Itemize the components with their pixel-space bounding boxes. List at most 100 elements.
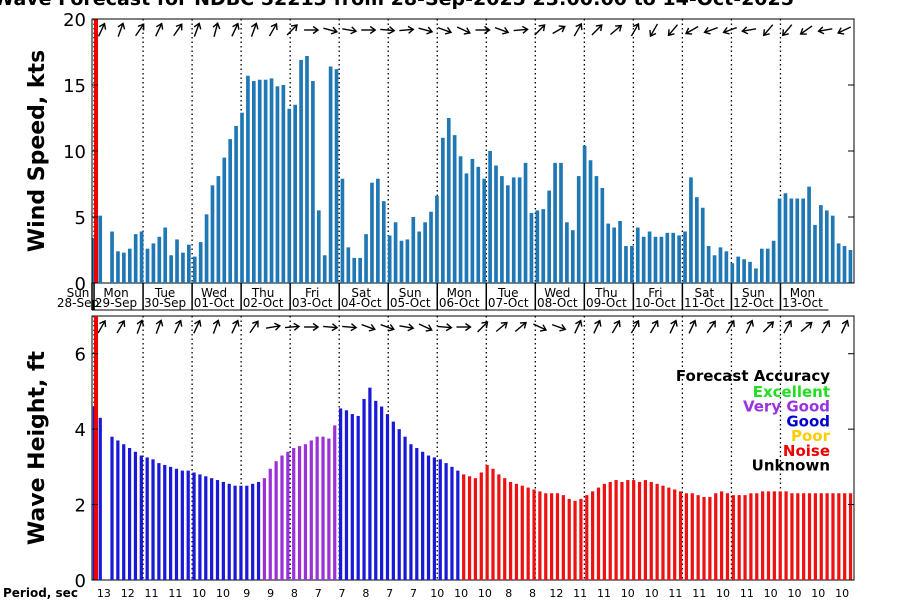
wave-bar xyxy=(778,491,782,580)
wind-bar xyxy=(263,79,268,283)
wave-bar xyxy=(450,466,454,580)
wind-bar xyxy=(824,210,829,283)
period-value: 10 xyxy=(478,587,492,600)
chart-title: & Wave Forecast for NDBC 52213 from 28-S… xyxy=(0,0,794,10)
wind-bar xyxy=(547,190,551,283)
wind-arrow-icon xyxy=(494,26,510,35)
wind-bar xyxy=(441,137,445,283)
wave-bar xyxy=(503,478,507,580)
wind-bar xyxy=(630,246,634,283)
wind-bar xyxy=(759,248,764,283)
wind-bar xyxy=(730,263,735,283)
wind-bar xyxy=(500,176,504,283)
day-weekday: Tue xyxy=(154,286,176,300)
wind-bar xyxy=(192,256,197,283)
wave-bar xyxy=(421,451,425,580)
wind-bar xyxy=(275,86,280,283)
wave-bar xyxy=(755,493,759,580)
wind-bar xyxy=(145,248,150,283)
wave-bar xyxy=(696,495,700,580)
wind-bar xyxy=(328,66,333,284)
wave-bar xyxy=(643,480,648,580)
wind-bar xyxy=(116,251,120,283)
wind-y-axis: 0 5 10 15 20 xyxy=(63,10,854,295)
wind-bar xyxy=(299,59,303,283)
wave-bar xyxy=(725,493,730,580)
wave-bar xyxy=(110,436,114,580)
wave-bar xyxy=(280,455,284,580)
wave-bar xyxy=(362,398,366,580)
wave-arrow-icon xyxy=(706,320,716,334)
period-value: 10 xyxy=(430,587,444,600)
wind-bar xyxy=(848,250,853,283)
period-value: 12 xyxy=(549,587,563,600)
wind-arrow-icon xyxy=(610,24,623,36)
wind-bar xyxy=(689,177,693,283)
wind-bar xyxy=(647,231,652,283)
period-value: 11 xyxy=(668,587,682,600)
wind-direction-arrows xyxy=(97,22,852,38)
wave-bar xyxy=(385,414,390,580)
day-date: 02-Oct xyxy=(243,296,284,310)
wind-bar xyxy=(139,231,144,283)
period-value: 7 xyxy=(386,587,393,600)
wave-bar xyxy=(467,476,472,580)
period-value: 12 xyxy=(121,587,135,600)
wave-bar xyxy=(333,425,337,580)
wave-bar xyxy=(520,485,524,580)
wave-bar xyxy=(215,480,220,580)
wave-arrow-icon xyxy=(840,319,850,334)
wind-bar xyxy=(706,246,711,283)
wind-bar xyxy=(535,210,540,283)
wind-bar xyxy=(570,230,575,283)
day-weekday: Mon xyxy=(447,286,472,300)
day-weekday: Sun xyxy=(742,286,765,300)
wave-bar xyxy=(327,438,331,580)
ytick-label: 15 xyxy=(63,76,86,97)
wave-arrow-icon xyxy=(762,321,775,333)
wave-arrow-icon xyxy=(284,322,301,331)
wave-bar xyxy=(462,474,466,580)
wave-bar xyxy=(163,464,167,580)
wave-bar xyxy=(684,493,689,580)
wave-arrow-icon xyxy=(630,319,640,334)
wave-arrow-icon xyxy=(783,319,793,334)
wave-bar xyxy=(303,444,308,580)
wave-bar xyxy=(673,489,677,580)
wind-bar xyxy=(163,227,168,283)
period-label: Period, sec xyxy=(3,586,78,600)
wave-bar xyxy=(380,406,384,580)
wind-bar xyxy=(269,78,274,284)
period-value: 10 xyxy=(764,587,778,600)
wave-bar xyxy=(251,483,255,580)
day-weekday: Tue xyxy=(497,286,519,300)
day-weekday: Thu xyxy=(594,286,618,300)
wave-arrow-icon xyxy=(649,319,659,334)
ytick-label: 4 xyxy=(75,420,86,441)
wave-bar xyxy=(632,480,636,580)
wind-bar xyxy=(175,239,179,283)
wave-arrow-icon xyxy=(495,321,508,333)
wave-bar xyxy=(837,493,841,580)
wave-bar xyxy=(98,417,102,580)
wave-bar xyxy=(426,455,431,580)
wave-bar xyxy=(561,495,565,580)
wind-arrow-icon xyxy=(630,22,640,37)
period-value: 10 xyxy=(811,587,825,600)
wave-bar xyxy=(708,497,712,580)
day-weekday: Sat xyxy=(351,286,371,300)
legend-title: Forecast Accuracy xyxy=(676,367,830,385)
wave-bar xyxy=(702,497,706,580)
day-date: 11-Oct xyxy=(684,296,725,310)
wind-bar xyxy=(700,207,705,283)
wind-bar xyxy=(364,234,368,283)
wind-bar xyxy=(98,215,103,283)
wave-bar xyxy=(538,491,542,580)
wind-bar xyxy=(376,178,380,283)
day-weekday: Fri xyxy=(305,286,319,300)
wind-bar xyxy=(216,176,221,283)
wind-bar xyxy=(736,256,741,283)
period-value: 10 xyxy=(716,587,730,600)
legend-item: Poor xyxy=(791,427,831,445)
wind-bar xyxy=(204,214,209,283)
